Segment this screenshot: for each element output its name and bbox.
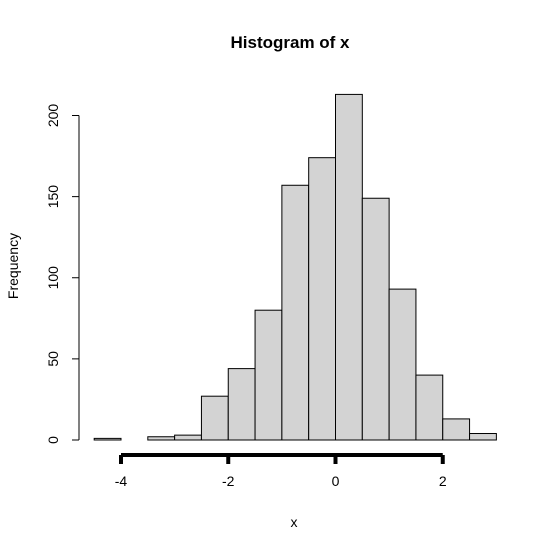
histogram-bar [335, 93, 363, 441]
y-tick-label: 50 [45, 351, 61, 367]
histogram-bar [415, 374, 444, 441]
histogram-bar [361, 197, 390, 441]
histogram-bar [469, 433, 497, 441]
histogram-bar [174, 434, 202, 441]
y-tick-label: 100 [45, 266, 61, 290]
x-tick-label: 2 [439, 473, 447, 489]
y-axis: 0 50 100 150 200 [45, 104, 80, 444]
x-tick-label: -2 [222, 473, 235, 489]
histogram-bar [147, 436, 176, 441]
x-tick-label: 0 [332, 473, 340, 489]
histogram-bar [308, 157, 336, 441]
y-axis-label: Frequency [5, 233, 21, 299]
y-tick-label: 0 [45, 436, 61, 444]
x-axis-label: x [291, 514, 298, 530]
histogram-bar [93, 437, 122, 441]
histogram-bar [227, 368, 256, 441]
x-axis: -4 -2 0 2 [115, 453, 447, 489]
y-tick-label: 200 [45, 104, 61, 128]
bars-group [93, 93, 497, 441]
histogram-bar [254, 309, 283, 441]
histogram-bar [200, 395, 229, 441]
histogram-bar [388, 288, 417, 441]
y-tick-label: 150 [45, 185, 61, 209]
histogram-bar [281, 184, 310, 441]
x-tick-label: -4 [115, 473, 128, 489]
histogram-bar [442, 418, 471, 441]
chart-title: Histogram of x [230, 33, 350, 52]
